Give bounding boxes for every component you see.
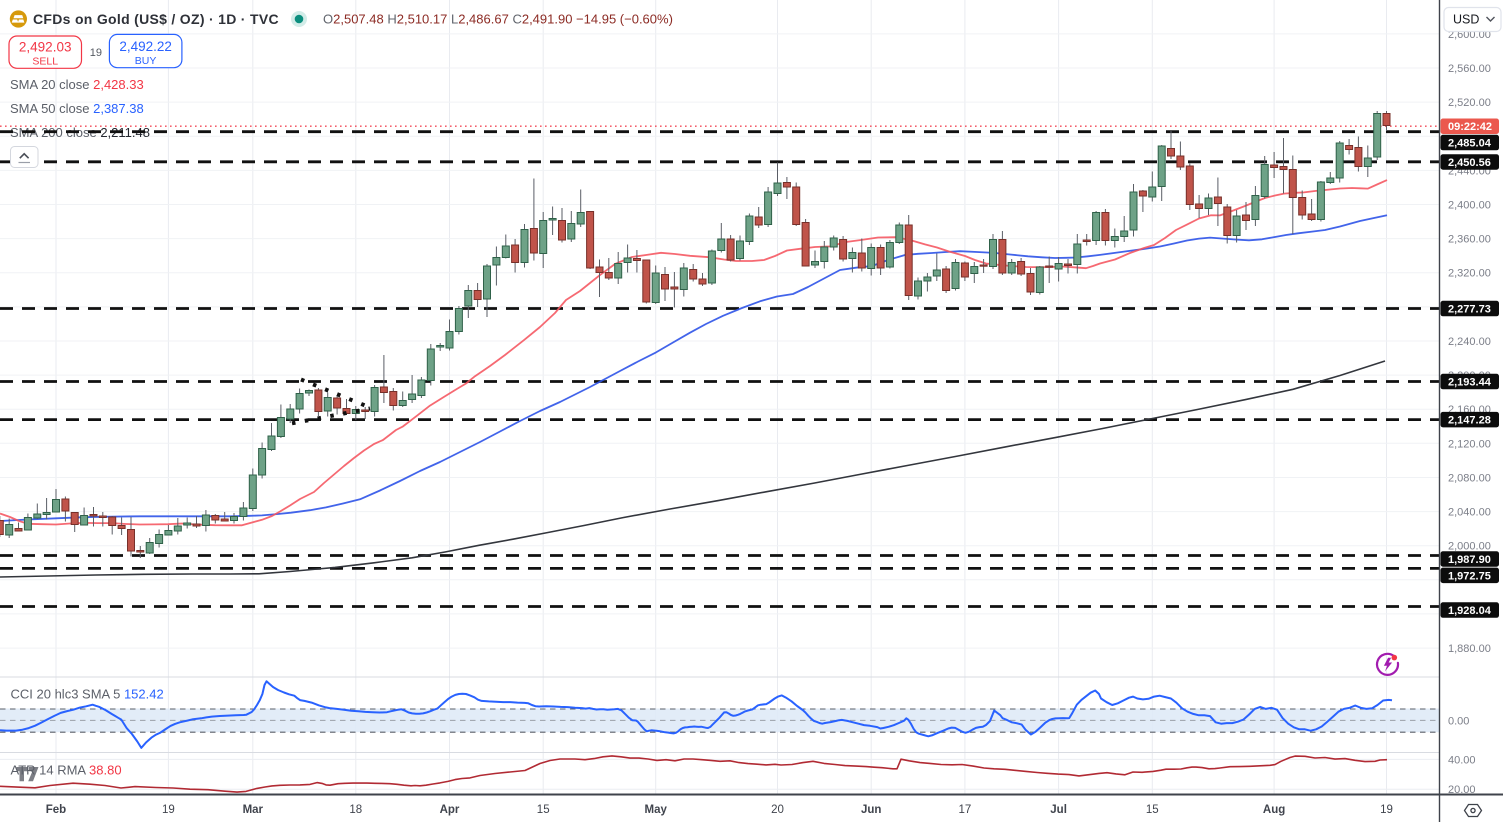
svg-text:2,360.00: 2,360.00 <box>1448 234 1491 246</box>
svg-text:2,120.00: 2,120.00 <box>1448 438 1491 450</box>
svg-text:Jul: Jul <box>1050 804 1067 816</box>
svg-text:SMA 50 close 2,387.38: SMA 50 close 2,387.38 <box>10 101 144 116</box>
svg-text:SMA 20 close 2,428.33: SMA 20 close 2,428.33 <box>10 77 144 92</box>
svg-text:2,040.00: 2,040.00 <box>1448 507 1491 519</box>
svg-text:CFDs on Gold (US$ / OZ) · 1D ·: CFDs on Gold (US$ / OZ) · 1D · TVC <box>33 11 279 27</box>
svg-text:18: 18 <box>349 804 362 816</box>
svg-text:20.00: 20.00 <box>1448 784 1476 796</box>
svg-text:2,400.00: 2,400.00 <box>1448 200 1491 212</box>
svg-text:Feb: Feb <box>46 804 66 816</box>
svg-text:2,560.00: 2,560.00 <box>1448 63 1491 75</box>
svg-text:2,485.04: 2,485.04 <box>1448 138 1492 150</box>
svg-text:USD: USD <box>1453 13 1479 27</box>
svg-text:Mar: Mar <box>243 804 264 816</box>
svg-text:2,193.44: 2,193.44 <box>1448 377 1492 389</box>
svg-text:2,080.00: 2,080.00 <box>1448 473 1491 485</box>
svg-text:2,240.00: 2,240.00 <box>1448 336 1491 348</box>
svg-text:2,320.00: 2,320.00 <box>1448 268 1491 280</box>
svg-text:15: 15 <box>1146 804 1159 816</box>
svg-text:20: 20 <box>771 804 784 816</box>
svg-text:2,520.00: 2,520.00 <box>1448 97 1491 109</box>
svg-text:2,000.00: 2,000.00 <box>1448 541 1491 553</box>
svg-text:ATR 14 RMA 38.80: ATR 14 RMA 38.80 <box>11 762 122 777</box>
svg-text:1,928.04: 1,928.04 <box>1448 605 1492 617</box>
svg-text:2,492.03: 2,492.03 <box>19 40 72 55</box>
svg-text:2,450.56: 2,450.56 <box>1448 157 1491 169</box>
svg-text:2,492.22: 2,492.22 <box>119 39 172 54</box>
svg-text:17: 17 <box>959 804 972 816</box>
svg-text:2,147.28: 2,147.28 <box>1448 415 1491 427</box>
svg-text:SELL: SELL <box>32 56 58 68</box>
svg-text:19: 19 <box>162 804 175 816</box>
svg-text:2,277.73: 2,277.73 <box>1448 304 1491 316</box>
svg-text:15: 15 <box>537 804 550 816</box>
svg-text:Apr: Apr <box>440 804 460 816</box>
svg-text:19: 19 <box>1380 804 1393 816</box>
svg-text:May: May <box>645 804 668 816</box>
svg-text:Aug: Aug <box>1263 804 1285 816</box>
svg-text:0.00: 0.00 <box>1448 715 1469 727</box>
svg-text:O2,507.48 H2,510.17 L2,486.67: O2,507.48 H2,510.17 L2,486.67 C2,491.90 … <box>323 12 673 27</box>
svg-text:BUY: BUY <box>135 55 157 67</box>
svg-text:1,987.90: 1,987.90 <box>1448 554 1491 566</box>
svg-text:CCI 20 hlc3 SMA 5 152.42: CCI 20 hlc3 SMA 5 152.42 <box>11 686 164 701</box>
svg-text:09:22:42: 09:22:42 <box>1448 121 1492 133</box>
svg-text:Jun: Jun <box>861 804 881 816</box>
svg-text:SMA 200 close 2,211.48: SMA 200 close 2,211.48 <box>10 125 150 140</box>
svg-text:1,880.00: 1,880.00 <box>1448 643 1491 655</box>
svg-text:19: 19 <box>90 47 102 59</box>
svg-text:40.00: 40.00 <box>1448 754 1476 766</box>
svg-text:1,972.75: 1,972.75 <box>1448 570 1491 582</box>
